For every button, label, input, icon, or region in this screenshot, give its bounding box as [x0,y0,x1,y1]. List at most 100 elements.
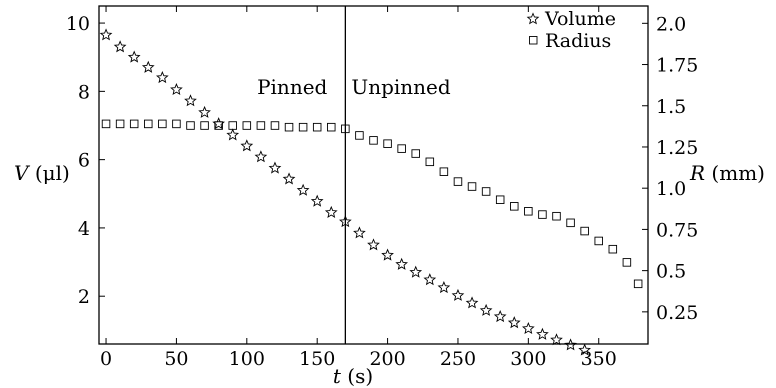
volume-point [437,281,451,294]
radius-point [411,149,420,158]
radius-point [467,182,477,191]
radius-point [383,139,392,148]
volume-point [113,40,127,53]
volume-point [381,248,394,261]
volume-point [395,257,408,270]
y-left-tick-label: 4 [78,218,90,240]
x-tick-label: 150 [299,348,335,370]
volume-point [423,273,437,286]
radius-point [298,122,308,132]
radius-point [327,122,336,132]
y-right-tick-label: 0.25 [656,302,698,324]
ticks: 0 50 100 150 200 250 300 350 2 4 6 8 10 0.25 0.5 0.75 1.… [66,6,698,370]
x-tick-label: 50 [164,348,188,370]
volume-point [550,333,563,346]
annotation-pinned: Pinned [257,75,327,99]
radius-point [158,119,167,129]
legend-label-radius: Radius [545,30,611,52]
legend-label-volume: Volume [544,8,616,30]
radius-point [172,119,181,129]
y-left-tick-label: 8 [78,81,90,103]
volume-point [240,139,254,152]
y-left-tick-label: 6 [78,150,90,172]
radius-point [524,207,533,216]
radius-point [228,121,237,130]
volume-point [465,296,479,309]
radius-point [425,157,435,167]
y-right-axis-title: R (mm) [689,161,765,185]
x-tick-label: 0 [100,348,112,370]
volume-point [353,226,366,239]
y-right-tick-label: 0.5 [656,261,686,283]
radius-point [552,211,561,221]
volume-point [127,50,141,63]
volume-point [170,82,183,96]
y-right-tick-label: 1.5 [656,96,686,118]
volume-point [367,238,380,251]
y-right-tick-label: 0.75 [656,219,698,241]
radius-point [495,195,505,204]
x-tick-label: 350 [581,348,617,370]
volume-point [296,183,310,196]
volume-point [156,71,169,84]
volume-point [282,172,296,185]
radius-point [608,244,618,254]
x-tick-label: 300 [510,348,546,370]
y-right-tick-label: 1.0 [656,178,686,200]
legend-square-icon [529,36,538,45]
volume-point [522,321,535,335]
volume-point [479,303,493,316]
y-left-tick-label: 2 [78,286,90,308]
radius-point [538,210,547,219]
radius-point [200,121,209,130]
x-axis-title: t (s) [333,364,373,388]
volume-point [310,194,324,207]
radius-point [453,177,463,186]
plot-frame [98,5,649,345]
radius-point [397,144,406,153]
volume-point [198,105,211,118]
radius-point [214,121,223,130]
legend-star-icon [526,12,540,25]
y-right-tick-label: 1.25 [656,137,698,159]
volume-point [409,265,423,278]
volume-point [99,28,113,41]
volume-point [507,316,521,329]
legend-star-shape [526,12,540,25]
volume-point [254,150,268,163]
volume-point [564,338,577,351]
radius-point [633,279,643,289]
x-tick-label: 100 [229,348,265,370]
radius-point [144,119,153,129]
radius-point [439,167,449,176]
volume-point [268,161,282,174]
y-left-axis-title: V (μl) [14,161,70,185]
volume-point [226,128,240,141]
radius-point [622,258,632,267]
y-left-tick-label: 10 [66,13,90,35]
radius-point [594,236,603,246]
volume-point [451,288,465,301]
radius-point [242,121,252,130]
radius-point [481,187,491,196]
radius-point [312,122,322,132]
annotation-unpinned: Unpinned [351,75,451,99]
marks [99,28,643,356]
radius-point [129,119,139,129]
x-tick-label: 200 [369,348,405,370]
legend-square-shape [529,36,538,45]
volume-point [184,94,197,107]
radius-point [566,218,575,228]
legend: Volume Radius [526,8,616,52]
radius-point [115,119,125,129]
radius-point [369,136,378,145]
volume-point [141,60,155,73]
radius-point [284,122,294,132]
radius-point [186,121,195,130]
y-right-tick-label: 2.0 [656,13,686,35]
radius-point [101,119,111,129]
volume-point [324,205,338,218]
radius-point [580,226,589,236]
volume-point [493,310,507,323]
